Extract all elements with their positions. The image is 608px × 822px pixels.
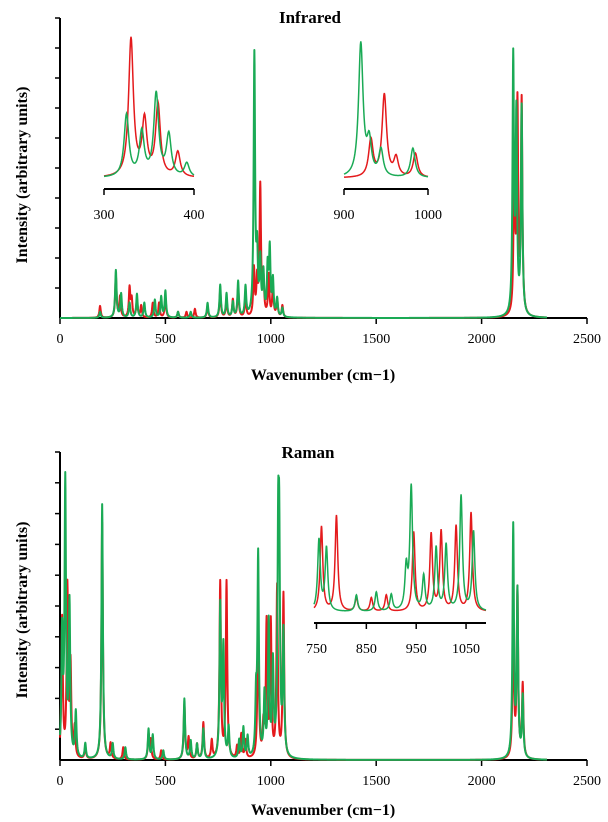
infrared-inset-2-tick-label: 900: [334, 208, 355, 223]
infrared-x-tick-label: 500: [155, 332, 176, 347]
infrared-inset-1-tick-label: 400: [184, 208, 205, 223]
infrared-inset-1-tick-label: 300: [94, 208, 115, 223]
raman-x-tick-label: 2500: [573, 774, 601, 789]
infrared-inset-2-tick-label: 1000: [414, 208, 442, 223]
infrared-inset-1-series-red-line: [103, 36, 195, 178]
raman-x-tick-label: 1500: [362, 774, 390, 789]
infrared-x-tick-label: 2500: [573, 332, 601, 347]
raman-x-tick-label: 2000: [468, 774, 496, 789]
infrared-x-tick-label: 0: [57, 332, 64, 347]
raman-inset-1-tick-label: 850: [356, 642, 377, 657]
infrared-panel: Infrared Intensity (arbitrary units) Wav…: [14, 8, 601, 384]
raman-x-tick-label: 1000: [257, 774, 285, 789]
raman-series-green-line: [59, 470, 548, 761]
raman-x-tick-label: 0: [57, 774, 64, 789]
raman-xlabel: Wavenumber (cm−1): [251, 802, 395, 819]
infrared-x-tick-label: 1000: [257, 332, 285, 347]
infrared-xlabel: Wavenumber (cm−1): [251, 367, 395, 384]
raman-inset-1-tick-label: 750: [306, 642, 327, 657]
infrared-inset-1: 300 400: [94, 36, 205, 223]
raman-inset-1-series-red-line: [313, 511, 487, 612]
infrared-x-tick-label: 2000: [468, 332, 496, 347]
raman-title: Raman: [282, 443, 335, 462]
raman-inset-1-series-green-line: [313, 483, 487, 612]
infrared-inset-2-series-green-line: [343, 41, 429, 178]
raman-x-tick-label: 500: [155, 774, 176, 789]
infrared-series-red-line: [59, 91, 548, 319]
raman-inset-1-tick-label: 950: [406, 642, 427, 657]
infrared-inset-2: 900 1000: [334, 41, 442, 223]
raman-inset-1: 750 850 950 1050: [306, 483, 487, 657]
infrared-series-green-line: [59, 47, 548, 319]
infrared-inset-1-series-green-line: [103, 90, 195, 178]
raman-panel: Raman Intensity (arbitrary units) Wavenu…: [14, 443, 601, 819]
raman-ylabel: Intensity (arbitrary units): [14, 522, 31, 699]
infrared-inset-2-series-red-line: [343, 92, 429, 178]
raman-inset-1-tick-label: 1050: [452, 642, 480, 657]
infrared-x-tick-label: 1500: [362, 332, 390, 347]
infrared-title: Infrared: [279, 8, 342, 27]
infrared-ylabel: Intensity (arbitrary units): [14, 87, 31, 264]
